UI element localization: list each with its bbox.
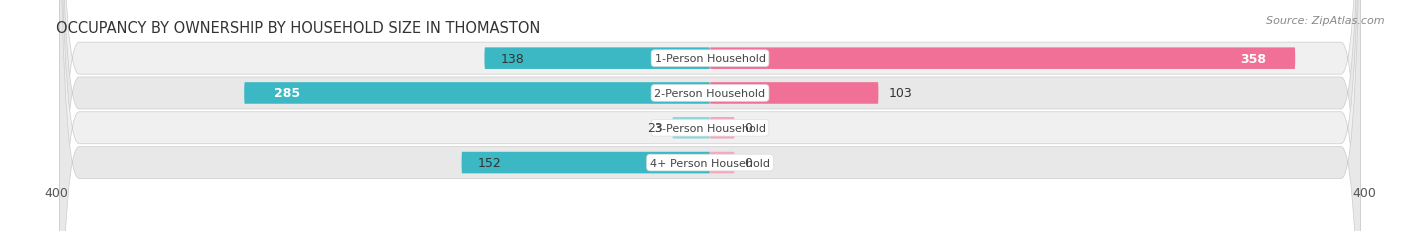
FancyBboxPatch shape <box>59 0 1361 231</box>
FancyBboxPatch shape <box>485 48 710 70</box>
FancyBboxPatch shape <box>59 0 1361 231</box>
FancyBboxPatch shape <box>672 118 710 139</box>
Text: 2-Person Household: 2-Person Household <box>654 88 766 99</box>
Text: 3-Person Household: 3-Person Household <box>655 123 765 133</box>
Text: Source: ZipAtlas.com: Source: ZipAtlas.com <box>1267 16 1385 26</box>
Text: OCCUPANCY BY OWNERSHIP BY HOUSEHOLD SIZE IN THOMASTON: OCCUPANCY BY OWNERSHIP BY HOUSEHOLD SIZE… <box>56 21 541 36</box>
Text: 23: 23 <box>647 122 662 135</box>
Text: 285: 285 <box>274 87 299 100</box>
Text: 0: 0 <box>744 122 752 135</box>
Text: 4+ Person Household: 4+ Person Household <box>650 158 770 168</box>
FancyBboxPatch shape <box>710 118 734 139</box>
Text: 358: 358 <box>1240 52 1265 65</box>
Text: 0: 0 <box>744 156 752 169</box>
FancyBboxPatch shape <box>59 0 1361 231</box>
FancyBboxPatch shape <box>461 152 710 174</box>
FancyBboxPatch shape <box>710 152 734 174</box>
Text: 103: 103 <box>889 87 912 100</box>
Text: 152: 152 <box>478 156 502 169</box>
FancyBboxPatch shape <box>710 83 879 104</box>
FancyBboxPatch shape <box>710 48 1295 70</box>
FancyBboxPatch shape <box>245 83 710 104</box>
FancyBboxPatch shape <box>59 0 1361 231</box>
Text: 1-Person Household: 1-Person Household <box>655 54 765 64</box>
Text: 138: 138 <box>501 52 524 65</box>
